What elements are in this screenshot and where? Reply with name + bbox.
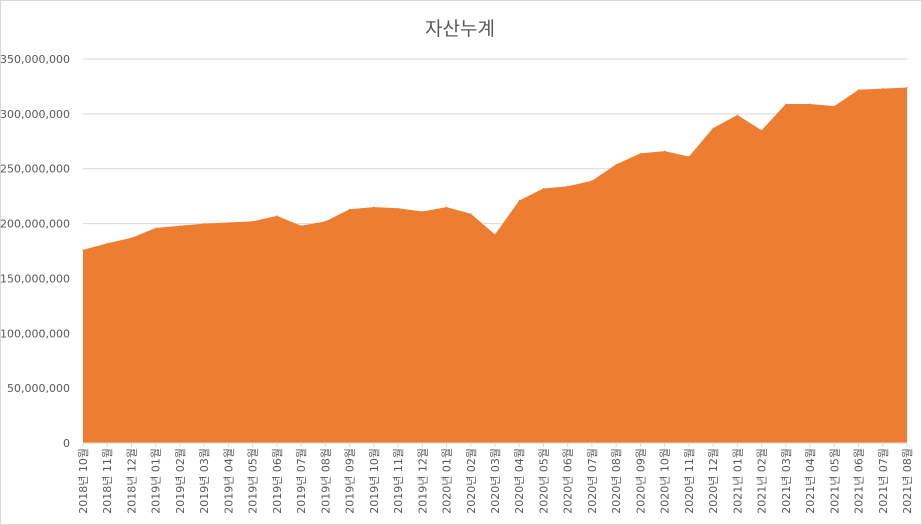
x-tick-label: 2021년 04월 xyxy=(804,448,817,514)
y-tick-label: 350,000,000 xyxy=(0,53,70,66)
data-point xyxy=(179,225,181,227)
data-point xyxy=(736,114,738,116)
data-point xyxy=(203,222,205,225)
data-point xyxy=(591,180,593,182)
data-point xyxy=(227,221,230,224)
data-point xyxy=(785,103,787,105)
data-point xyxy=(615,163,617,165)
y-tick-label: 250,000,000 xyxy=(0,163,70,176)
x-axis: 2018년 10월 2018년 11월 2018년 12월 2019년 01월 2019… xyxy=(77,442,914,514)
data-point xyxy=(639,152,642,154)
x-tick-label: 2021년 05월 xyxy=(828,448,841,514)
data-point xyxy=(664,150,666,152)
area-series xyxy=(83,87,907,443)
x-tick-label: 2021년 02월 xyxy=(756,448,769,514)
x-tick-label: 2020년 10월 xyxy=(659,448,672,514)
data-point xyxy=(688,156,690,158)
x-tick-label: 2020년 04월 xyxy=(513,448,526,514)
x-tick-label: 2021년 01월 xyxy=(731,448,744,514)
x-tick-label: 2019년 06월 xyxy=(271,448,284,514)
y-tick-label: 300,000,000 xyxy=(0,108,70,121)
x-tick-label: 2018년 12월 xyxy=(125,448,138,514)
x-tick-label: 2020년 02월 xyxy=(465,448,478,514)
data-point xyxy=(324,220,326,222)
x-tick-label: 2019년 10월 xyxy=(368,448,381,514)
x-tick-label: 2020년 12월 xyxy=(707,448,720,514)
x-tick-label: 2019년 03월 xyxy=(198,448,211,514)
data-point xyxy=(567,185,569,187)
x-tick-label: 2020년 03월 xyxy=(489,448,502,514)
data-point xyxy=(833,105,835,107)
x-tick-label: 2021년 06월 xyxy=(853,448,866,514)
data-point xyxy=(882,88,884,90)
data-point xyxy=(712,127,714,129)
data-point xyxy=(252,220,254,222)
x-tick-label: 2018년 10월 xyxy=(77,448,90,514)
data-point xyxy=(397,207,399,209)
data-point xyxy=(494,233,496,236)
x-tick-label: 2021년 03월 xyxy=(780,448,793,514)
x-tick-label: 2019년 07월 xyxy=(295,448,308,514)
data-point xyxy=(373,206,375,208)
plot-area xyxy=(82,86,908,443)
data-point xyxy=(300,225,302,227)
x-tick-label: 2019년 09월 xyxy=(344,448,357,514)
x-tick-label: 2020년 06월 xyxy=(562,448,575,514)
data-point xyxy=(82,249,84,251)
data-point xyxy=(348,208,351,210)
x-tick-label: 2020년 09월 xyxy=(634,448,647,514)
data-point xyxy=(130,237,133,239)
data-point xyxy=(276,215,278,217)
x-tick-label: 2020년 11월 xyxy=(683,448,696,514)
x-tick-label: 2019년 05월 xyxy=(247,448,260,514)
data-point xyxy=(421,210,423,213)
data-point xyxy=(470,213,472,215)
x-tick-label: 2019년 08월 xyxy=(319,448,332,514)
x-tick-label: 2020년 05월 xyxy=(537,448,550,514)
data-point xyxy=(542,187,545,190)
x-tick-label: 2019년 01월 xyxy=(150,448,163,514)
data-point xyxy=(155,227,157,229)
y-tick-label: 100,000,000 xyxy=(0,327,70,340)
data-point xyxy=(809,103,811,105)
x-tick-label: 2020년 07월 xyxy=(586,448,599,514)
y-tick-label: 50,000,000 xyxy=(7,382,70,395)
x-tick-label: 2020년 01월 xyxy=(441,448,454,514)
data-point xyxy=(857,89,860,91)
y-tick-label: 0 xyxy=(63,437,70,450)
data-point xyxy=(906,86,908,89)
x-tick-label: 2020년 08월 xyxy=(610,448,623,514)
y-tick-label: 150,000,000 xyxy=(0,272,70,285)
x-tick-label: 2021년 08월 xyxy=(901,448,914,514)
x-tick-label: 2019년 12월 xyxy=(416,448,429,514)
x-tick-label: 2019년 02월 xyxy=(174,448,187,514)
x-tick-label: 2019년 11월 xyxy=(392,448,405,514)
x-tick-label: 2019년 04월 xyxy=(222,448,235,514)
x-tick-label: 2018년 11월 xyxy=(101,448,114,514)
data-point xyxy=(445,206,448,208)
chart-title: 자산누계 xyxy=(425,18,495,40)
x-tick-label: 2021년 07월 xyxy=(877,448,890,514)
y-tick-label: 200,000,000 xyxy=(0,218,70,231)
data-point xyxy=(106,242,108,244)
data-point xyxy=(518,199,520,202)
y-axis: 0 50,000,000 100,000,000 150,000,000 200,000… xyxy=(0,53,70,450)
data-point xyxy=(760,129,763,131)
